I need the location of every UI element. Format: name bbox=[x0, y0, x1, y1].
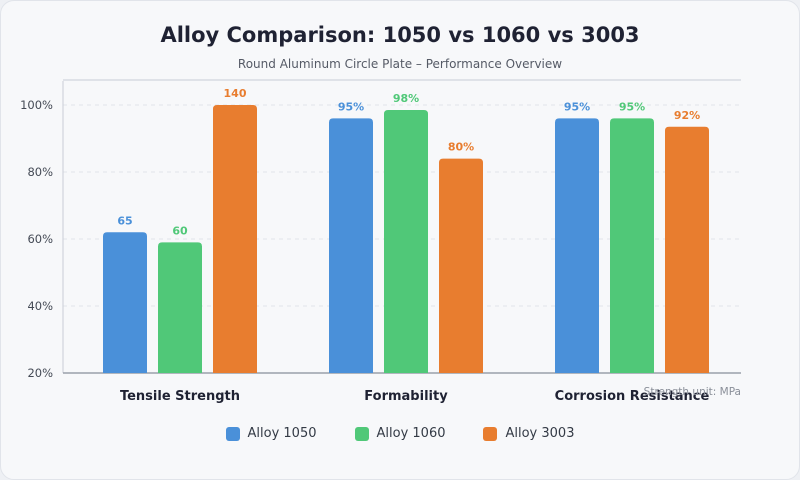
legend-item: Alloy 1050 bbox=[225, 426, 317, 441]
bar-value-label: 95% bbox=[564, 100, 590, 113]
y-tick-label: 60% bbox=[27, 232, 53, 246]
bar-value-label: 95% bbox=[338, 100, 364, 113]
legend-swatch bbox=[225, 426, 240, 441]
legend-label: Alloy 1060 bbox=[376, 426, 446, 441]
legend-item: Alloy 1060 bbox=[354, 426, 446, 441]
bar bbox=[384, 110, 428, 374]
chart-title: Alloy Comparison: 1050 vs 1060 vs 3003 bbox=[160, 23, 640, 47]
bar-value-label: 140 bbox=[224, 87, 247, 100]
bar-value-label: 60 bbox=[172, 224, 188, 237]
bar bbox=[665, 126, 709, 374]
bar bbox=[213, 105, 257, 373]
chart-legend: Alloy 1050 Alloy 1060 Alloy 3003 bbox=[1, 426, 799, 441]
bar-chart: 20% 40% 60% 80% 100% 65 60 140 Tensile Strength 9… bbox=[20, 81, 741, 404]
bar-value-label: 80% bbox=[448, 141, 474, 154]
bar bbox=[555, 118, 599, 374]
bar bbox=[610, 118, 654, 374]
bar-value-label: 92% bbox=[674, 109, 700, 122]
x-category-label: Formability bbox=[364, 389, 448, 404]
x-category-label: Tensile Strength bbox=[120, 389, 240, 404]
y-tick-label: 80% bbox=[27, 165, 53, 179]
bar-value-label: 98% bbox=[393, 92, 419, 105]
title-divider bbox=[63, 79, 741, 81]
legend-swatch bbox=[354, 426, 369, 441]
y-tick-label: 40% bbox=[27, 299, 53, 313]
legend-label: Alloy 1050 bbox=[247, 426, 317, 441]
bar bbox=[103, 232, 147, 373]
legend-label: Alloy 3003 bbox=[505, 426, 575, 441]
bar bbox=[439, 158, 483, 373]
x-category-label: Corrosion Resistance bbox=[555, 389, 710, 404]
bar bbox=[329, 118, 373, 374]
bar bbox=[158, 242, 202, 373]
y-tick-label: 20% bbox=[27, 366, 53, 380]
bar-value-label: 95% bbox=[619, 100, 645, 113]
bar-value-label: 65 bbox=[117, 214, 132, 227]
unit-annotation: Strength unit: MPa bbox=[644, 386, 741, 398]
legend-swatch bbox=[483, 426, 498, 441]
legend-item: Alloy 3003 bbox=[483, 426, 574, 441]
y-tick-label: 100% bbox=[20, 98, 53, 112]
chart-subtitle: Round Aluminum Circle Plate – Performanc… bbox=[237, 57, 563, 71]
